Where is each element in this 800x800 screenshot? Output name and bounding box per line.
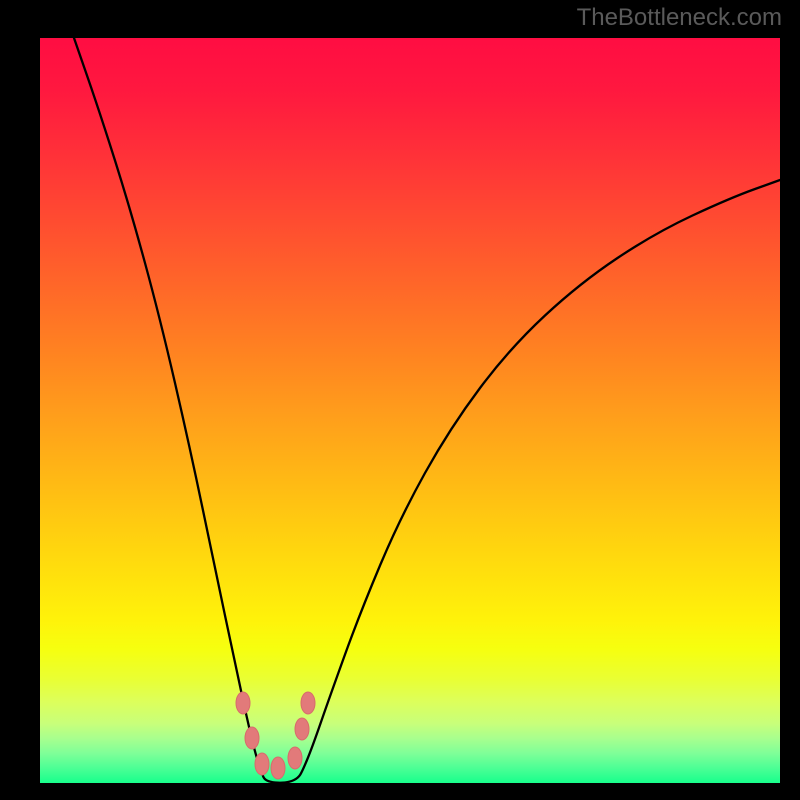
v-curve-path (74, 38, 780, 783)
chart-container: TheBottleneck.com (0, 0, 800, 800)
plot-area (40, 38, 780, 783)
trough-marker (295, 718, 309, 740)
trough-marker (255, 753, 269, 775)
watermark-text: TheBottleneck.com (577, 4, 782, 32)
trough-marker (288, 747, 302, 769)
trough-marker (245, 727, 259, 749)
trough-marker (301, 692, 315, 714)
bottleneck-curve (40, 38, 780, 783)
trough-marker (271, 757, 285, 779)
trough-marker (236, 692, 250, 714)
